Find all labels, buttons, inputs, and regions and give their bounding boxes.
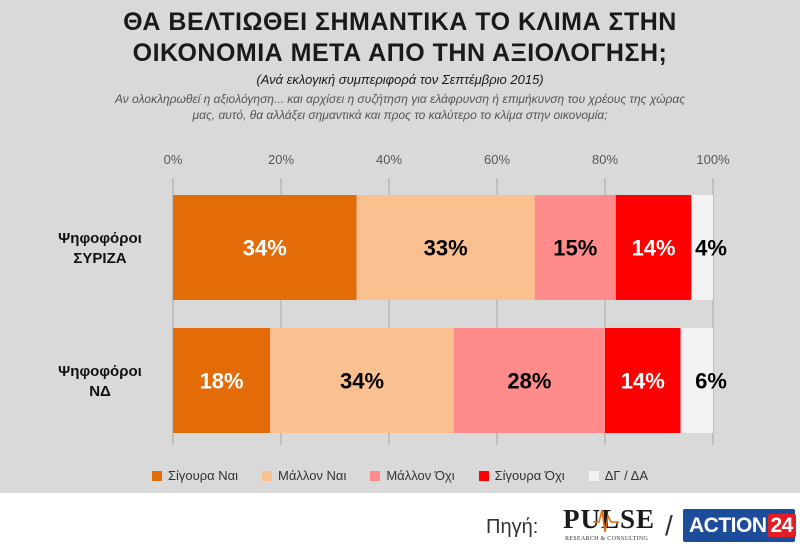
legend: Σίγουρα Ναι Μάλλον Ναι Μάλλον Όχι Σίγουρ…: [0, 468, 800, 483]
survey-question: Αν ολοκληρωθεί η αξιολόγηση... και αρχίσ…: [114, 92, 686, 122]
bar-segment: [453, 328, 605, 433]
legend-item: Μάλλον Ναι: [262, 468, 346, 483]
bar-segment: [605, 328, 681, 433]
legend-label: ΔΓ / ΔΑ: [604, 468, 649, 483]
data-label: 34%: [340, 369, 384, 394]
pulse-logo-subtext: RESEARCH & CONSULTING: [565, 536, 649, 542]
legend-item: Μάλλον Όχι: [370, 468, 455, 483]
bar-segment: [173, 328, 271, 433]
category-label-line: Ψηφοφόροι: [58, 230, 142, 247]
data-label: 6%: [695, 369, 727, 394]
action24-word: ACTION: [689, 514, 767, 537]
x-tick-label: 40%: [376, 152, 402, 167]
pulse-logo-text: PULSE: [563, 504, 656, 534]
x-tick-label: 0%: [164, 152, 183, 167]
subtitle: (Ανά εκλογική συμπεριφορά τον Σεπτέμβριο…: [256, 72, 544, 87]
category-label-syriza: Ψηφοφόροι ΣΥΡΙΖΑ: [40, 229, 160, 269]
legend-swatch: [151, 470, 162, 481]
bar-segment: [691, 195, 713, 300]
legend-swatch: [370, 470, 381, 481]
data-label: 14%: [621, 369, 665, 394]
title-line-1: ΘΑ ΒΕΛΤΙΩΘΕΙ ΣΗΜΑΝΤΙΚΑ ΤΟ ΚΛΙΜΑ ΣΤΗΝ: [123, 8, 677, 36]
legend-item: Σίγουρα Όχι: [478, 468, 565, 483]
bar-segment: [270, 328, 454, 433]
pulse-logo: PULSE RESEARCH & CONSULTING: [563, 504, 658, 549]
legend-item: ΔΓ / ΔΑ: [588, 468, 649, 483]
bar-segment: [534, 195, 616, 300]
bar-segment: [615, 195, 692, 300]
title-line-2: ΟΙΚΟΝΟΜΙΑ ΜΕΤΑ ΑΠΟ ΤΗΝ ΑΞΙΟΛΟΓΗΣΗ;: [132, 39, 668, 67]
data-label: 33%: [424, 236, 468, 261]
logo-separator: /: [665, 510, 673, 541]
x-tick-label: 100%: [696, 152, 730, 167]
bar-segment: [356, 195, 535, 300]
stacked-bar-chart: 0% 20% 40% 60% 80% 100% 34% 33% 15% 14% 4% 18% 34% 28…: [164, 152, 730, 445]
data-label: 34%: [243, 236, 287, 261]
action24-logo-text: ACTION 24: [689, 514, 796, 538]
data-label: 28%: [507, 369, 551, 394]
x-tick-label: 60%: [484, 152, 510, 167]
category-label-nd: Ψηφοφόροι ΝΔ: [40, 362, 160, 402]
bar-segment: [173, 195, 357, 300]
data-label: 14%: [632, 236, 676, 261]
action24-number: 24: [767, 514, 796, 537]
legend-label: Σίγουρα Όχι: [494, 468, 565, 483]
category-label-line: ΣΥΡΙΖΑ: [73, 250, 127, 267]
pulse-heartbeat-icon: [593, 509, 619, 533]
legend-item: Σίγουρα Ναι: [151, 468, 239, 483]
legend-swatch: [478, 470, 489, 481]
footer: Πηγή: PULSE RESEARCH & CONSULTING / ACTI…: [0, 500, 800, 552]
category-label-line: Ψηφοφόροι: [58, 363, 142, 380]
bar-segment: [680, 328, 713, 433]
legend-label: Σίγουρα Ναι: [167, 468, 239, 483]
legend-swatch: [262, 470, 273, 481]
data-label: 15%: [553, 236, 597, 261]
source-label: Πηγή:: [486, 516, 539, 538]
legend-label: Μάλλον Ναι: [278, 468, 347, 483]
data-label: 4%: [695, 236, 727, 261]
x-tick-label: 80%: [592, 152, 618, 167]
category-label-line: ΝΔ: [89, 383, 111, 400]
x-tick-label: 20%: [268, 152, 294, 167]
action24-logo: ACTION 24: [683, 509, 796, 542]
legend-swatch: [588, 470, 599, 481]
legend-label: Μάλλον Όχι: [386, 468, 455, 483]
data-label: 18%: [200, 369, 244, 394]
